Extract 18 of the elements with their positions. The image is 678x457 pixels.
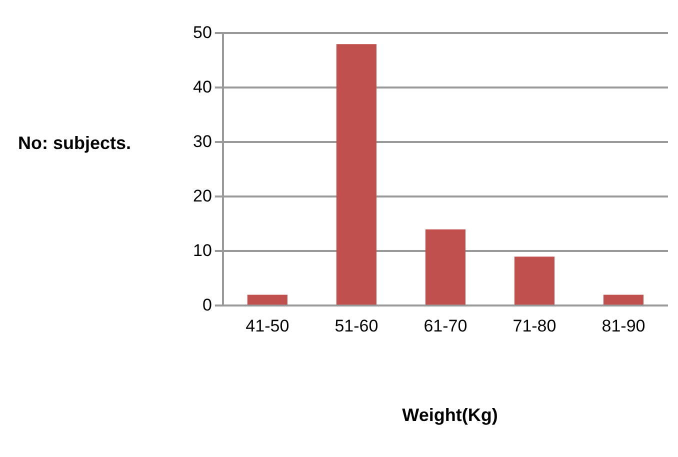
y-tick-label: 30 bbox=[192, 132, 212, 151]
y-tick-label: 10 bbox=[192, 240, 212, 260]
x-tick-label: 71-80 bbox=[512, 316, 556, 336]
x-tick-label: 41-50 bbox=[246, 316, 290, 336]
y-tick-label: 40 bbox=[192, 77, 212, 96]
y-tick-label: 0 bbox=[202, 295, 212, 314]
y-tick-label: 20 bbox=[192, 186, 212, 206]
bar bbox=[247, 294, 288, 305]
bar bbox=[514, 256, 554, 305]
y-tick-label: 50 bbox=[192, 22, 212, 42]
x-axis-title: Weight(Kg) bbox=[401, 405, 499, 426]
bar bbox=[603, 294, 644, 305]
y-axis-title: No: subjects. bbox=[18, 132, 132, 155]
bar bbox=[425, 229, 466, 305]
x-tick-label: 61-70 bbox=[424, 316, 468, 336]
bar bbox=[336, 44, 376, 305]
x-tick-label: 81-90 bbox=[602, 316, 646, 336]
x-tick-label: 51-60 bbox=[334, 316, 378, 336]
